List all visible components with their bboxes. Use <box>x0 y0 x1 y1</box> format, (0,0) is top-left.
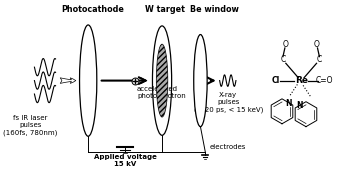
Text: accelerated
photoelectron: accelerated photoelectron <box>137 86 186 99</box>
Text: Cl: Cl <box>272 76 280 85</box>
Ellipse shape <box>80 25 97 136</box>
Text: X-ray
pulses
(~ 20 ps, < 15 keV): X-ray pulses (~ 20 ps, < 15 keV) <box>193 92 263 113</box>
Text: W target: W target <box>145 5 185 14</box>
Text: O: O <box>313 40 319 49</box>
Text: C=O: C=O <box>316 76 333 85</box>
Ellipse shape <box>156 44 168 117</box>
Text: electrodes: electrodes <box>210 144 246 150</box>
Text: C: C <box>317 55 322 64</box>
Text: Be window: Be window <box>190 5 239 14</box>
Text: O: O <box>283 40 289 49</box>
Ellipse shape <box>152 26 172 135</box>
Text: fs IR laser
pulses
(160fs, 780nm): fs IR laser pulses (160fs, 780nm) <box>4 115 58 136</box>
Text: Re: Re <box>295 76 308 85</box>
Text: Applied voltage
15 kV: Applied voltage 15 kV <box>94 154 157 167</box>
Text: Photocathode: Photocathode <box>61 5 124 14</box>
Text: C: C <box>280 55 286 64</box>
Text: N: N <box>296 101 303 110</box>
Ellipse shape <box>194 34 207 127</box>
Text: N: N <box>285 99 292 108</box>
